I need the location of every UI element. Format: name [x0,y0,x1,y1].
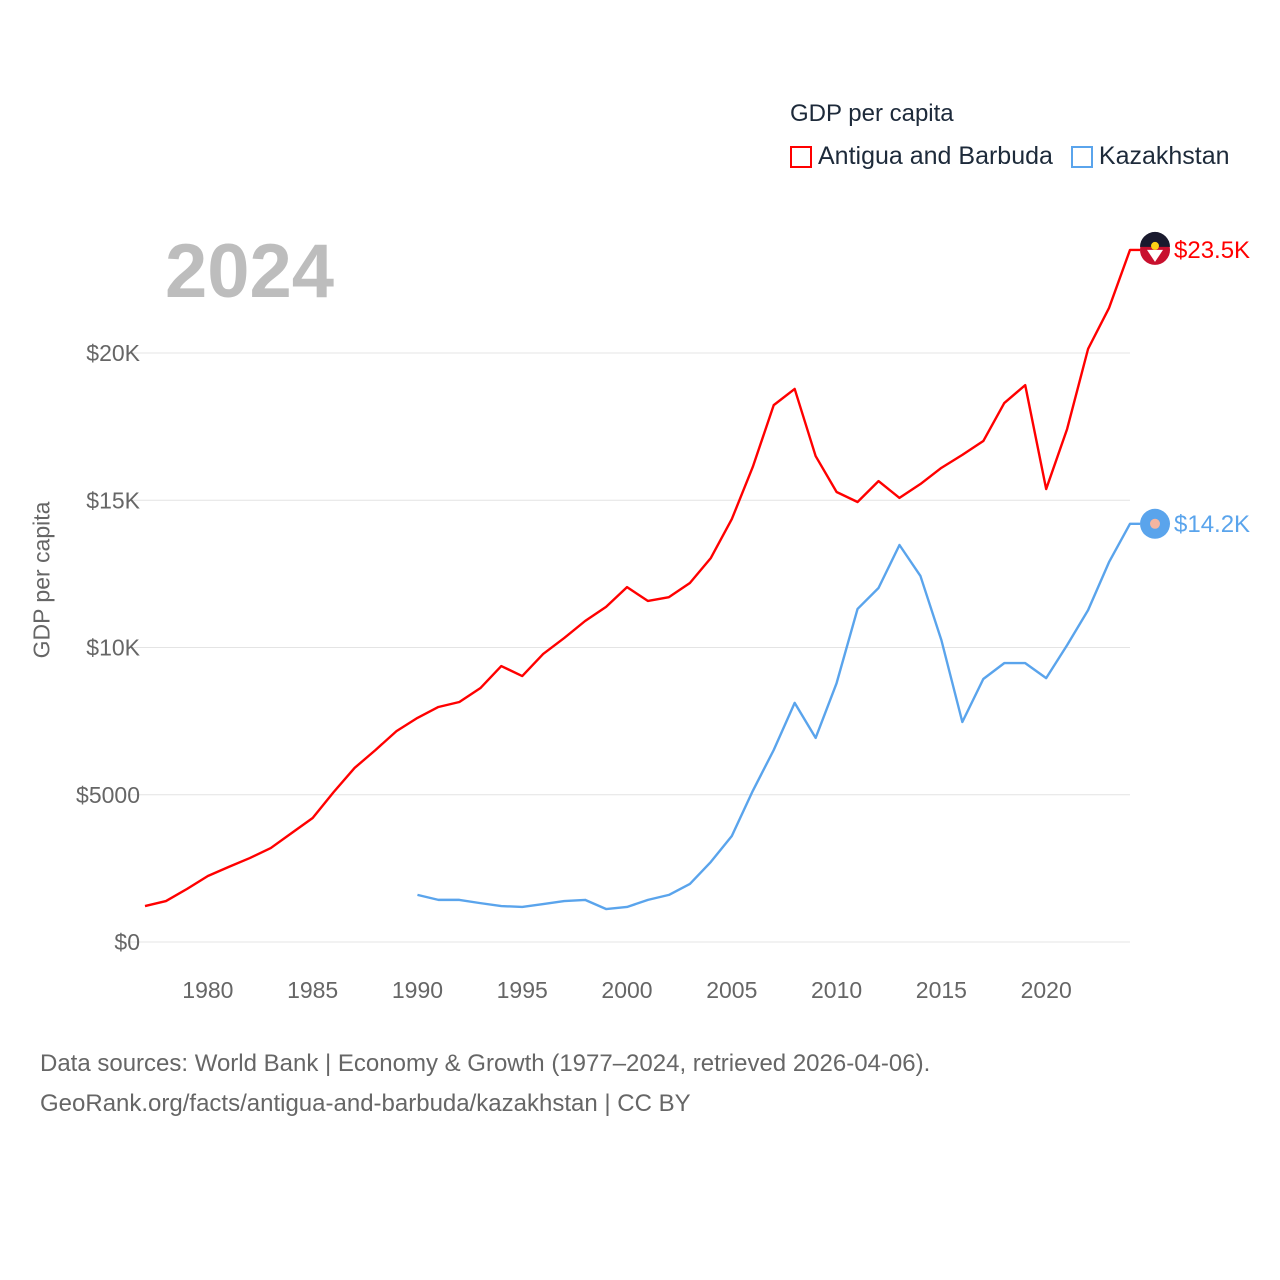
x-tick-label: 1995 [497,977,548,1003]
end-value-label: $23.5K [1174,237,1250,264]
kazakhstan-flag-sun [1150,518,1160,529]
y-tick-label: $15K [86,487,140,513]
y-tick-label: $0 [114,929,140,955]
legend-swatch-antigua [790,145,812,168]
footer-link[interactable]: GeoRank.org/facts/antigua-and-barbuda/ka… [40,1090,691,1117]
x-tick-label: 2005 [706,977,757,1003]
x-tick-label: 2015 [916,977,967,1003]
legend-item-antigua[interactable]: Antigua and Barbuda [790,142,1053,171]
x-tick-label: 2020 [1021,977,1072,1003]
footer-sources: Data sources: World Bank | Economy & Gro… [40,1050,931,1077]
series-line-antigua [144,248,1140,908]
legend-label-kazakhstan: Kazakhstan [1098,142,1230,170]
legend-label-antigua: Antigua and Barbuda [818,142,1053,170]
x-tick-label: 2000 [601,977,652,1003]
x-tick-label: 1985 [287,977,338,1003]
x-tick-label: 1990 [392,977,443,1003]
legend-swatch-kazakhstan [1070,145,1093,168]
footer: Data sources: World Bank | Economy & Gro… [40,1044,930,1124]
legend-title: GDP per capita [790,100,954,127]
antigua-flag-white [1147,249,1163,262]
year-label: 2024 [165,229,335,314]
y-tick-label: $10K [86,635,140,661]
antigua-flag-top [1140,231,1170,247]
legend: Antigua and Barbuda Kazakhstan [790,142,1230,171]
y-tick-label: $5000 [76,782,140,808]
legend-item-kazakhstan[interactable]: Kazakhstan [1070,142,1230,171]
series-line-kazakhstan [417,522,1140,911]
x-tick-label: 1980 [182,977,233,1003]
x-tick-label: 2010 [811,977,862,1003]
end-value-label: $14.2K [1174,511,1250,538]
y-tick-label: $20K [86,340,140,366]
antigua-flag-sun [1151,241,1159,250]
